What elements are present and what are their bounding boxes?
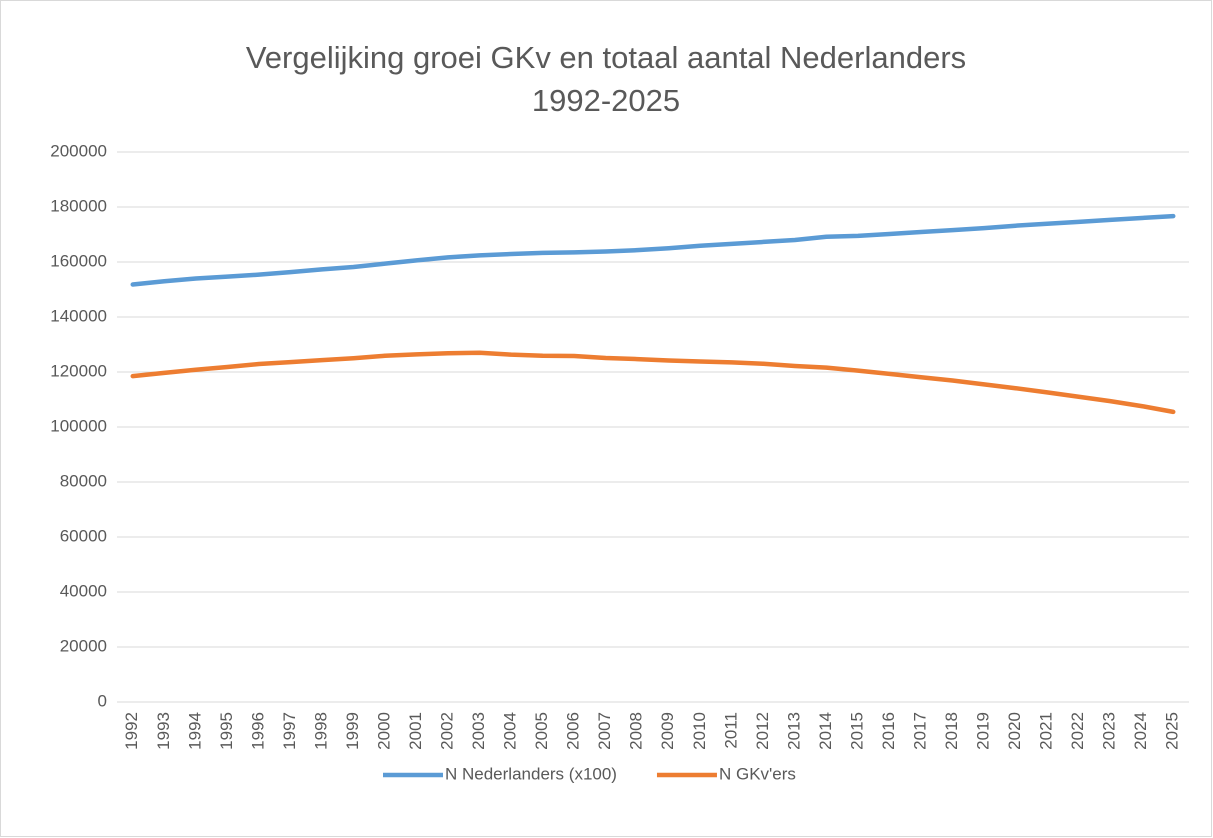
x-tick-label: 2004 [501, 712, 520, 750]
x-tick-label: 2021 [1037, 712, 1056, 750]
x-tick-label: 2002 [438, 712, 457, 750]
x-tick-label: 2016 [879, 712, 898, 750]
x-tick-label: 2007 [595, 712, 614, 750]
y-tick-label: 200000 [50, 141, 107, 160]
x-tick-label: 2020 [1005, 712, 1024, 750]
y-tick-label: 40000 [60, 581, 107, 600]
x-tick-label: 2023 [1100, 712, 1119, 750]
legend-label: N GKv'ers [719, 764, 796, 783]
x-tick-label: 2024 [1131, 712, 1150, 750]
x-tick-label: 1997 [280, 712, 299, 750]
y-tick-label: 100000 [50, 416, 107, 435]
x-tick-label: 1993 [154, 712, 173, 750]
x-tick-label: 2006 [564, 712, 583, 750]
x-tick-label: 2005 [532, 712, 551, 750]
x-tick-label: 2003 [469, 712, 488, 750]
y-tick-label: 0 [98, 691, 107, 710]
y-tick-label: 60000 [60, 526, 107, 545]
x-tick-label: 1996 [248, 712, 267, 750]
x-tick-label: 2017 [910, 712, 929, 750]
y-tick-label: 140000 [50, 306, 107, 325]
x-tick-label: 2025 [1163, 712, 1182, 750]
x-tick-label: 2009 [658, 712, 677, 750]
x-tick-label: 2013 [784, 712, 803, 750]
y-tick-label: 160000 [50, 251, 107, 270]
x-tick-label: 1992 [122, 712, 141, 750]
y-tick-label: 80000 [60, 471, 107, 490]
x-tick-label: 2014 [816, 712, 835, 750]
x-tick-label: 2011 [721, 712, 740, 749]
x-tick-label: 2015 [847, 712, 866, 750]
x-tick-label: 2018 [942, 712, 961, 750]
x-tick-label: 2019 [974, 712, 993, 750]
y-tick-label: 20000 [60, 636, 107, 655]
x-tick-label: 1999 [343, 712, 362, 750]
x-tick-label: 2000 [374, 712, 393, 750]
x-tick-label: 2001 [406, 712, 425, 750]
y-tick-label: 120000 [50, 361, 107, 380]
x-tick-label: 1998 [311, 712, 330, 750]
x-tick-label: 2022 [1068, 712, 1087, 750]
y-tick-label: 180000 [50, 196, 107, 215]
x-tick-label: 1994 [185, 712, 204, 750]
x-tick-label: 2008 [627, 712, 646, 750]
chart-title: Vergelijking groei GKv en totaal aantal … [245, 40, 967, 118]
x-tick-label: 2010 [690, 712, 709, 750]
x-tick-label: 2012 [753, 712, 772, 750]
x-tick-label: 1995 [217, 712, 236, 750]
line-series [130, 350, 1176, 415]
line-series [130, 213, 1176, 287]
legend-label: N Nederlanders (x100) [445, 764, 617, 783]
